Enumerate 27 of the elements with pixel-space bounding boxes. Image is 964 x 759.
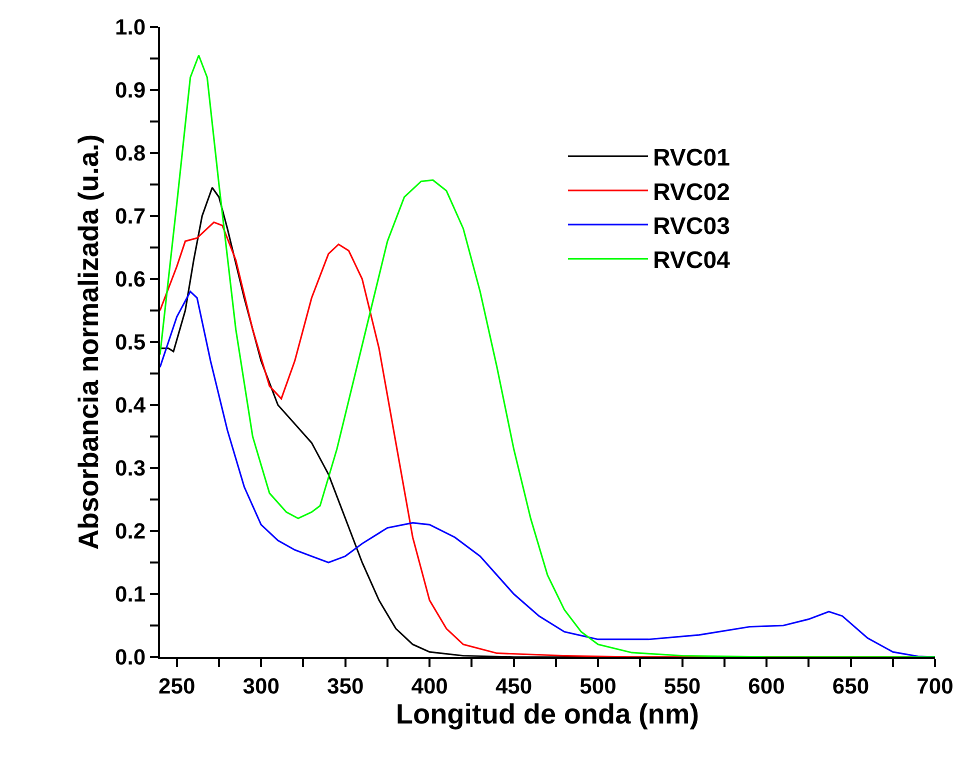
y-axis-title: Absorbancia normalizada (u.a.) bbox=[73, 134, 104, 550]
x-tick-label: 350 bbox=[326, 673, 364, 698]
x-tick-label: 700 bbox=[916, 673, 954, 698]
y-tick-label: 0.7 bbox=[115, 204, 146, 229]
x-tick-label: 550 bbox=[664, 673, 701, 698]
x-tick-label: 400 bbox=[411, 673, 448, 698]
y-tick-label: 1.0 bbox=[115, 14, 146, 40]
y-tick-label: 0.6 bbox=[115, 266, 146, 292]
y-tick-label: 0.0 bbox=[115, 644, 146, 670]
x-tick-label: 650 bbox=[832, 673, 870, 698]
y-tick-label: 0.2 bbox=[115, 518, 146, 544]
x-tick-label: 450 bbox=[495, 673, 532, 698]
y-tick-label: 0.1 bbox=[115, 582, 146, 607]
x-axis-title: Longitud de onda (nm) bbox=[396, 698, 700, 730]
y-tick-label: 0.4 bbox=[115, 392, 146, 418]
y-tick-label: 0.8 bbox=[115, 140, 146, 166]
legend-label: RVC02 bbox=[653, 178, 730, 206]
legend-label: RVC04 bbox=[653, 247, 731, 274]
y-tick-label: 0.5 bbox=[115, 330, 146, 355]
legend-label: RVC03 bbox=[653, 212, 730, 240]
x-tick-label: 300 bbox=[242, 673, 280, 698]
legend-label: RVC01 bbox=[653, 144, 730, 172]
x-tick-label: 500 bbox=[580, 673, 616, 698]
y-tick-label: 0.9 bbox=[115, 78, 146, 103]
x-tick-label: 600 bbox=[748, 673, 785, 698]
x-tick-label: 250 bbox=[158, 673, 196, 698]
y-tick-label: 0.3 bbox=[115, 456, 146, 481]
